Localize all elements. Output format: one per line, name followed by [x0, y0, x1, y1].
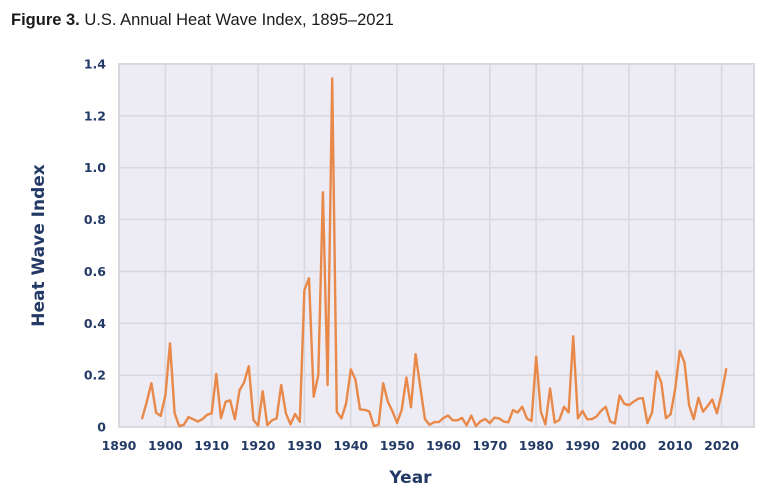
x-tick-label: 1920 — [241, 438, 276, 453]
x-axis-ticks: 1890 1900 1910 1920 1930 1940 1950 1960 1970 1980… — [102, 438, 740, 453]
x-tick-label: 1960 — [426, 438, 461, 453]
y-tick-label: 1.2 — [84, 108, 106, 123]
x-tick-label: 1930 — [287, 438, 322, 453]
x-tick-label: 2010 — [658, 438, 693, 453]
y-tick-label: 0 — [97, 420, 106, 435]
x-tick-label: 1950 — [380, 438, 415, 453]
figure-label: Figure 3. — [11, 11, 80, 29]
x-tick-label: 1990 — [565, 438, 600, 453]
x-tick-label: 1980 — [519, 438, 554, 453]
x-tick-label: 1940 — [333, 438, 368, 453]
x-tick-label: 2020 — [704, 438, 739, 453]
figure-caption: U.S. Annual Heat Wave Index, 1895–2021 — [84, 11, 394, 29]
x-tick-label: 1970 — [472, 438, 507, 453]
gridlines — [118, 63, 754, 428]
y-axis-ticks: 0 0.2 0.4 0.6 0.8 1.0 1.2 1.4 — [84, 57, 106, 435]
series-line-heat-wave-index — [140, 77, 728, 428]
figure-title: Figure 3. U.S. Annual Heat Wave Index, 1… — [11, 11, 394, 30]
y-tick-label: 0.8 — [84, 212, 106, 227]
x-tick-label: 2000 — [611, 438, 646, 453]
y-tick-label: 1.0 — [84, 160, 106, 175]
y-tick-label: 1.4 — [84, 57, 106, 72]
x-tick-label: 1910 — [194, 438, 229, 453]
y-tick-label: 0.2 — [84, 368, 106, 383]
x-tick-label: 1890 — [102, 438, 137, 453]
x-axis-label: Year — [388, 468, 432, 488]
y-axis-label: Heat Wave Index — [29, 164, 49, 327]
plot-area — [118, 63, 755, 428]
y-tick-label: 0.6 — [84, 264, 106, 279]
y-tick-label: 0.4 — [84, 316, 106, 331]
x-tick-label: 1900 — [148, 438, 183, 453]
